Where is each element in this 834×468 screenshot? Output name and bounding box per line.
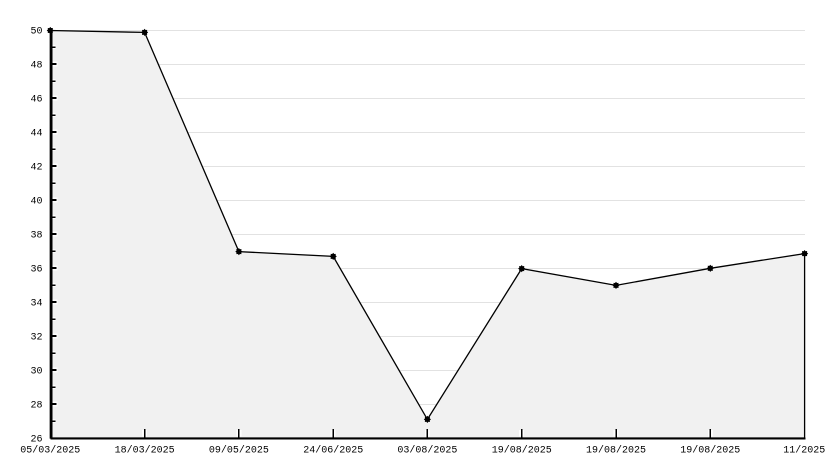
svg-text:03/08/2025: 03/08/2025 (397, 445, 457, 457)
svg-text:09/05/2025: 09/05/2025 (209, 445, 269, 457)
svg-text:34: 34 (30, 299, 42, 310)
svg-text:48: 48 (30, 61, 42, 72)
svg-text:32: 32 (30, 333, 42, 344)
svg-text:46: 46 (30, 95, 42, 106)
svg-text:28: 28 (30, 401, 42, 412)
svg-text:19/08/2025: 19/08/2025 (492, 445, 552, 457)
svg-text:26: 26 (30, 435, 42, 446)
svg-text:24/06/2025: 24/06/2025 (303, 445, 363, 457)
svg-text:19/08/2025: 19/08/2025 (586, 445, 646, 457)
svg-text:19/08/2025: 19/08/2025 (680, 445, 740, 457)
svg-text:36: 36 (30, 265, 42, 276)
svg-text:40: 40 (30, 197, 42, 208)
svg-text:38: 38 (30, 231, 42, 242)
svg-text:30: 30 (30, 367, 42, 378)
svg-text:44: 44 (30, 129, 42, 140)
svg-text:05/03/2025: 05/03/2025 (20, 445, 80, 457)
svg-text:11/2025: 11/2025 (783, 445, 825, 457)
svg-text:18/03/2025: 18/03/2025 (115, 445, 175, 457)
svg-text:42: 42 (30, 163, 42, 174)
svg-text:50: 50 (30, 27, 42, 38)
